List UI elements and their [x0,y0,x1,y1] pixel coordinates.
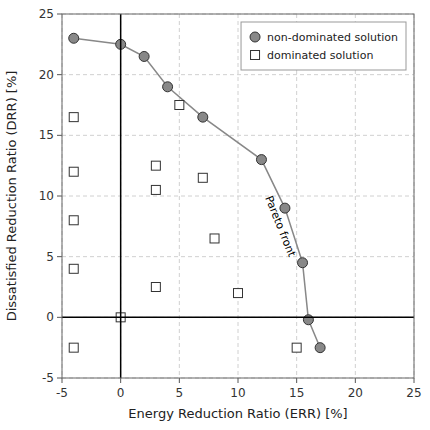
marks [62,14,414,378]
tick-mark [57,196,62,197]
legend-marker [250,32,260,42]
point [69,113,78,122]
tick-mark [57,317,62,318]
point [210,234,219,243]
tick-mark [414,378,415,383]
tick-mark [120,378,121,383]
grid-line [62,135,414,136]
legend-box [241,22,406,70]
tick-label: 20 [39,68,54,82]
tick-mark [62,378,63,383]
tick-label: 5 [46,250,54,264]
plot-frame [62,14,414,378]
tick-mark [57,14,62,15]
grid [62,14,414,378]
tick-label: 0 [117,386,125,400]
point [69,264,78,273]
point [198,112,208,122]
tick-mark [57,256,62,257]
tick-label: 25 [39,7,54,21]
tick-mark [238,378,239,383]
tick-mark [355,378,356,383]
tick-mark [57,135,62,136]
tick-label: 15 [39,128,54,142]
point [163,82,173,92]
tick-label: 5 [176,386,184,400]
grid-line [120,14,121,378]
tick-label: 20 [348,386,363,400]
tick-mark [296,378,297,383]
grid-line [62,256,414,257]
point [234,289,243,298]
chart: -5 0 5 10 15 20 25 -5 0 5 10 15 20 25 Pareto front Ener… [0,0,430,430]
grid-line [62,317,414,318]
point [198,173,207,182]
point [298,258,308,268]
point [151,283,160,292]
x-axis-label: Energy Reduction Ratio (ERR) [%] [128,406,347,421]
grid-line [179,14,180,378]
legend-label: dominated solution [267,49,373,62]
point [292,343,301,352]
tick-mark [57,378,62,379]
legend-marker [251,51,260,60]
y-axis-label: Dissatisfied Reduction Ratio (DRR) [%] [4,71,19,322]
point [175,101,184,110]
reference-line [62,317,414,319]
point [151,185,160,194]
tick-label: 10 [230,386,245,400]
series-line [74,38,320,347]
grid-line [62,196,414,197]
point [315,343,325,353]
legend: non-dominated solution dominated solution [241,22,406,70]
point [139,51,149,61]
reference-line [120,14,122,378]
point [69,343,78,352]
plot-area [62,14,414,378]
grid-line [62,74,414,75]
tick-label: 15 [289,386,304,400]
point [303,315,313,325]
legend-label: non-dominated solution [267,31,398,44]
point [256,155,266,165]
annotation: Pareto front [262,194,299,259]
tick-label: -5 [42,371,54,385]
tick-mark [57,74,62,75]
point [69,167,78,176]
point [151,161,160,170]
point [69,33,79,43]
tick-label: 25 [406,386,421,400]
tick-mark [179,378,180,383]
tick-label: 0 [46,310,54,324]
point [69,216,78,225]
tick-label: -5 [56,386,68,400]
tick-label: 10 [39,189,54,203]
